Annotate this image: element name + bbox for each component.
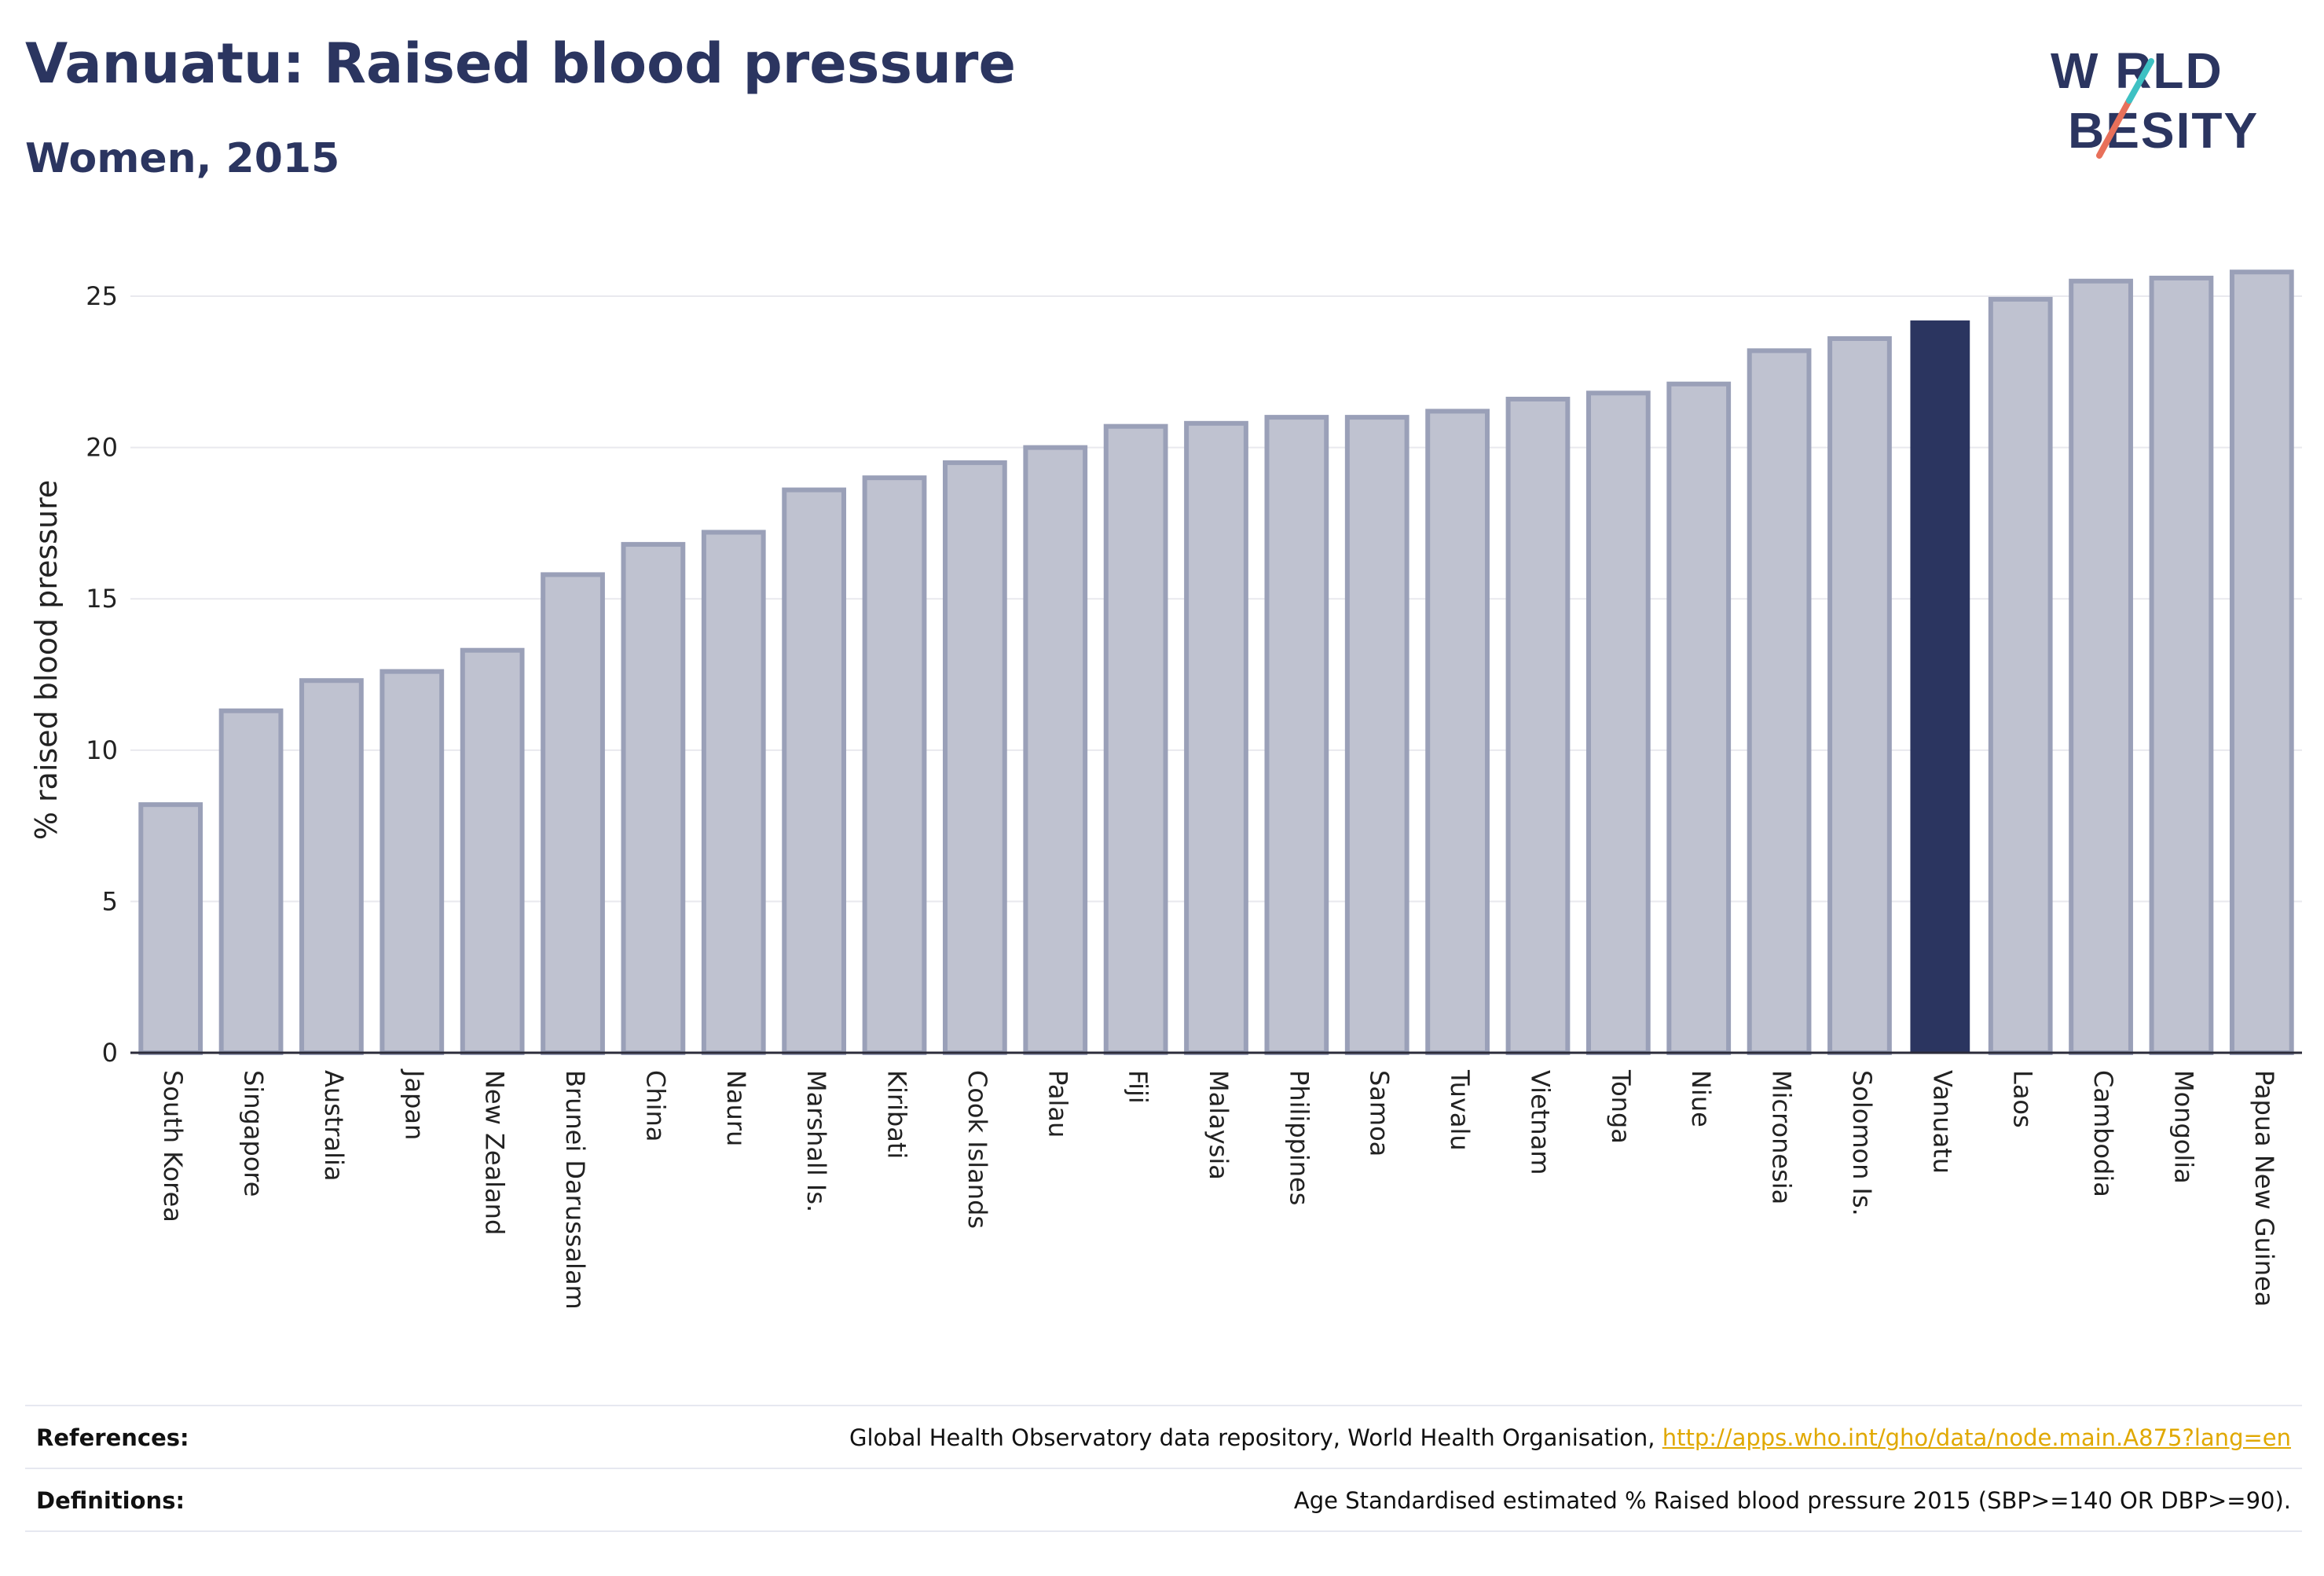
bar-new-zealand <box>460 647 525 1055</box>
world-obesity-logo: W RLD BESITY <box>2051 42 2259 159</box>
x-category-label: Laos <box>2008 1070 2038 1128</box>
logo-slash-red <box>2096 97 2132 159</box>
x-category-label: Solomon Is. <box>1847 1070 1877 1216</box>
x-category-label: Samoa <box>1365 1070 1395 1156</box>
logo-slash-teal <box>2126 58 2154 104</box>
bar-solomon-is <box>1827 335 1892 1056</box>
y-axis-title: % raised blood pressure <box>29 480 64 841</box>
x-category-label: Vanuatu <box>1927 1070 1957 1174</box>
bar-samoa <box>1344 415 1409 1056</box>
x-category-label: Japan <box>399 1068 429 1140</box>
x-category-label: Mongolia <box>2168 1070 2198 1184</box>
bar-cambodia <box>2069 278 2133 1056</box>
bar-vietnam <box>1505 397 1571 1055</box>
x-category-label: Tonga <box>1606 1069 1636 1144</box>
x-category-label: Fiji <box>1124 1070 1153 1104</box>
bar-vanuatu <box>1910 320 1970 1053</box>
footer-bottom-border <box>25 1530 2302 1532</box>
bar-papua-new-guinea <box>2229 269 2294 1055</box>
bar-south-korea <box>138 802 203 1055</box>
bar-china <box>621 541 686 1055</box>
bar-singapore <box>218 708 284 1055</box>
references-row: References: Global Health Observatory da… <box>25 1405 2302 1469</box>
bar-australia <box>299 678 364 1055</box>
x-category-label: Papua New Guinea <box>2249 1070 2279 1307</box>
x-category-label: Cook Islands <box>962 1070 992 1229</box>
bar-tonga <box>1585 390 1651 1055</box>
x-category-label: Cambodia <box>2088 1070 2118 1197</box>
bar-tuvalu <box>1425 409 1490 1055</box>
chart-subtitle: Women, 2015 <box>25 135 340 182</box>
x-category-label: Australia <box>319 1070 349 1182</box>
x-category-labels: South Korea Singapore Australia Japan New Ze… <box>158 1068 2279 1310</box>
definitions-text: Age Standardised estimated % Raised bloo… <box>1293 1487 2291 1514</box>
y-tick-label: 0 <box>102 1038 118 1068</box>
x-category-label: Marshall Is. <box>801 1070 831 1212</box>
y-tick-label: 15 <box>86 584 118 614</box>
bar-nauru <box>701 530 766 1055</box>
references-text: Global Health Observatory data repositor… <box>849 1424 1662 1451</box>
references-label: References: <box>36 1424 189 1451</box>
bar-cook-islands <box>943 460 1007 1055</box>
x-category-label: Palau <box>1043 1070 1072 1138</box>
x-category-label: South Korea <box>158 1070 188 1222</box>
x-category-label: Micronesia <box>1767 1070 1797 1204</box>
x-category-label: Vietnam <box>1525 1070 1555 1175</box>
y-tick-labels: 0 5 10 15 20 25 <box>86 281 118 1068</box>
x-category-label: Malaysia <box>1204 1070 1233 1180</box>
y-tick-label: 25 <box>86 281 118 311</box>
x-category-label: Singapore <box>239 1070 269 1197</box>
x-category-label: China <box>640 1070 670 1142</box>
y-tick-label: 5 <box>102 886 118 916</box>
bar-niue <box>1666 381 1732 1056</box>
logo-line-2: BESITY <box>2068 102 2259 159</box>
bar-brunei-darussalam <box>541 572 605 1055</box>
bar-micronesia <box>1747 348 1812 1056</box>
x-category-label: Nauru <box>721 1070 751 1146</box>
bar-mongolia <box>2149 275 2214 1056</box>
references-value: Global Health Observatory data repositor… <box>849 1424 2302 1451</box>
definitions-row: Definitions: Age Standardised estimated … <box>25 1468 2302 1532</box>
bars <box>138 269 2294 1056</box>
bar-marshall-is <box>782 487 847 1055</box>
y-tick-label: 20 <box>86 433 118 463</box>
bar-philippines <box>1264 415 1329 1056</box>
y-tick-label: 10 <box>86 735 118 765</box>
x-category-label: Niue <box>1686 1070 1716 1127</box>
x-category-label: Brunei Darussalam <box>560 1070 590 1310</box>
definitions-label: Definitions: <box>36 1487 185 1514</box>
bar-palau <box>1023 445 1088 1055</box>
x-category-label: Philippines <box>1284 1070 1314 1205</box>
bar-chart: 0 5 10 15 20 25 South Korea Singapore Australia… <box>29 269 2302 1310</box>
x-category-label: Kiribati <box>882 1070 912 1159</box>
bar-japan <box>379 669 445 1056</box>
x-category-label: New Zealand <box>480 1070 510 1235</box>
bar-fiji <box>1103 423 1168 1055</box>
x-category-label: Tuvalu <box>1445 1069 1475 1151</box>
bar-kiribati <box>862 475 927 1056</box>
bar-malaysia <box>1184 420 1248 1055</box>
chart-title: Vanuatu: Raised blood pressure <box>25 31 1016 96</box>
references-link[interactable]: http://apps.who.int/gho/data/node.main.A… <box>1662 1424 2291 1451</box>
bar-laos <box>1988 296 2053 1055</box>
